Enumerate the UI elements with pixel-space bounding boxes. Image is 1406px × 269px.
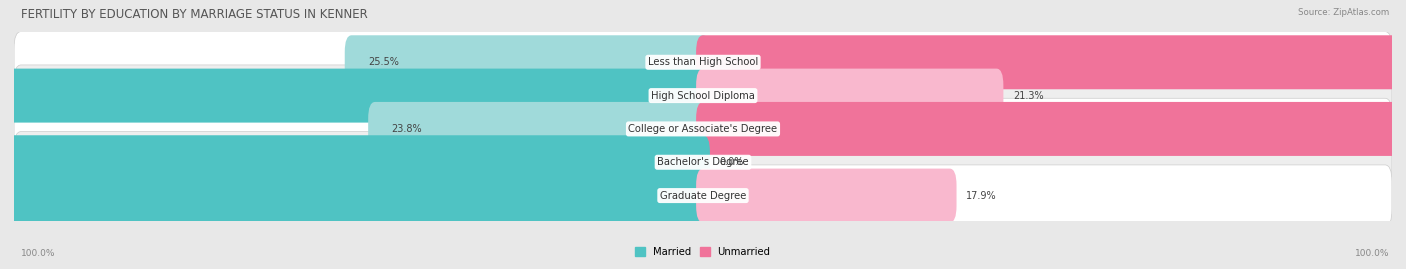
Text: 17.9%: 17.9% <box>966 190 997 201</box>
FancyBboxPatch shape <box>696 102 1406 156</box>
Legend: Married, Unmarried: Married, Unmarried <box>636 247 770 257</box>
Text: Source: ZipAtlas.com: Source: ZipAtlas.com <box>1298 8 1389 17</box>
FancyBboxPatch shape <box>696 169 956 222</box>
FancyBboxPatch shape <box>0 69 710 123</box>
FancyBboxPatch shape <box>368 102 710 156</box>
FancyBboxPatch shape <box>0 169 710 222</box>
Text: 100.0%: 100.0% <box>21 249 56 258</box>
FancyBboxPatch shape <box>344 35 710 89</box>
FancyBboxPatch shape <box>14 132 1392 193</box>
Text: 21.3%: 21.3% <box>1014 91 1043 101</box>
Text: College or Associate's Degree: College or Associate's Degree <box>628 124 778 134</box>
Text: FERTILITY BY EDUCATION BY MARRIAGE STATUS IN KENNER: FERTILITY BY EDUCATION BY MARRIAGE STATU… <box>21 8 368 21</box>
FancyBboxPatch shape <box>14 32 1392 93</box>
Text: Bachelor's Degree: Bachelor's Degree <box>657 157 749 167</box>
FancyBboxPatch shape <box>14 98 1392 160</box>
Text: 25.5%: 25.5% <box>368 57 399 67</box>
FancyBboxPatch shape <box>696 69 1004 123</box>
Text: Graduate Degree: Graduate Degree <box>659 190 747 201</box>
Text: 100.0%: 100.0% <box>1354 249 1389 258</box>
Text: Less than High School: Less than High School <box>648 57 758 67</box>
Text: 23.8%: 23.8% <box>392 124 422 134</box>
FancyBboxPatch shape <box>0 135 710 189</box>
Text: High School Diploma: High School Diploma <box>651 91 755 101</box>
Text: 0.0%: 0.0% <box>720 157 744 167</box>
FancyBboxPatch shape <box>14 165 1392 226</box>
FancyBboxPatch shape <box>14 65 1392 126</box>
FancyBboxPatch shape <box>696 35 1406 89</box>
